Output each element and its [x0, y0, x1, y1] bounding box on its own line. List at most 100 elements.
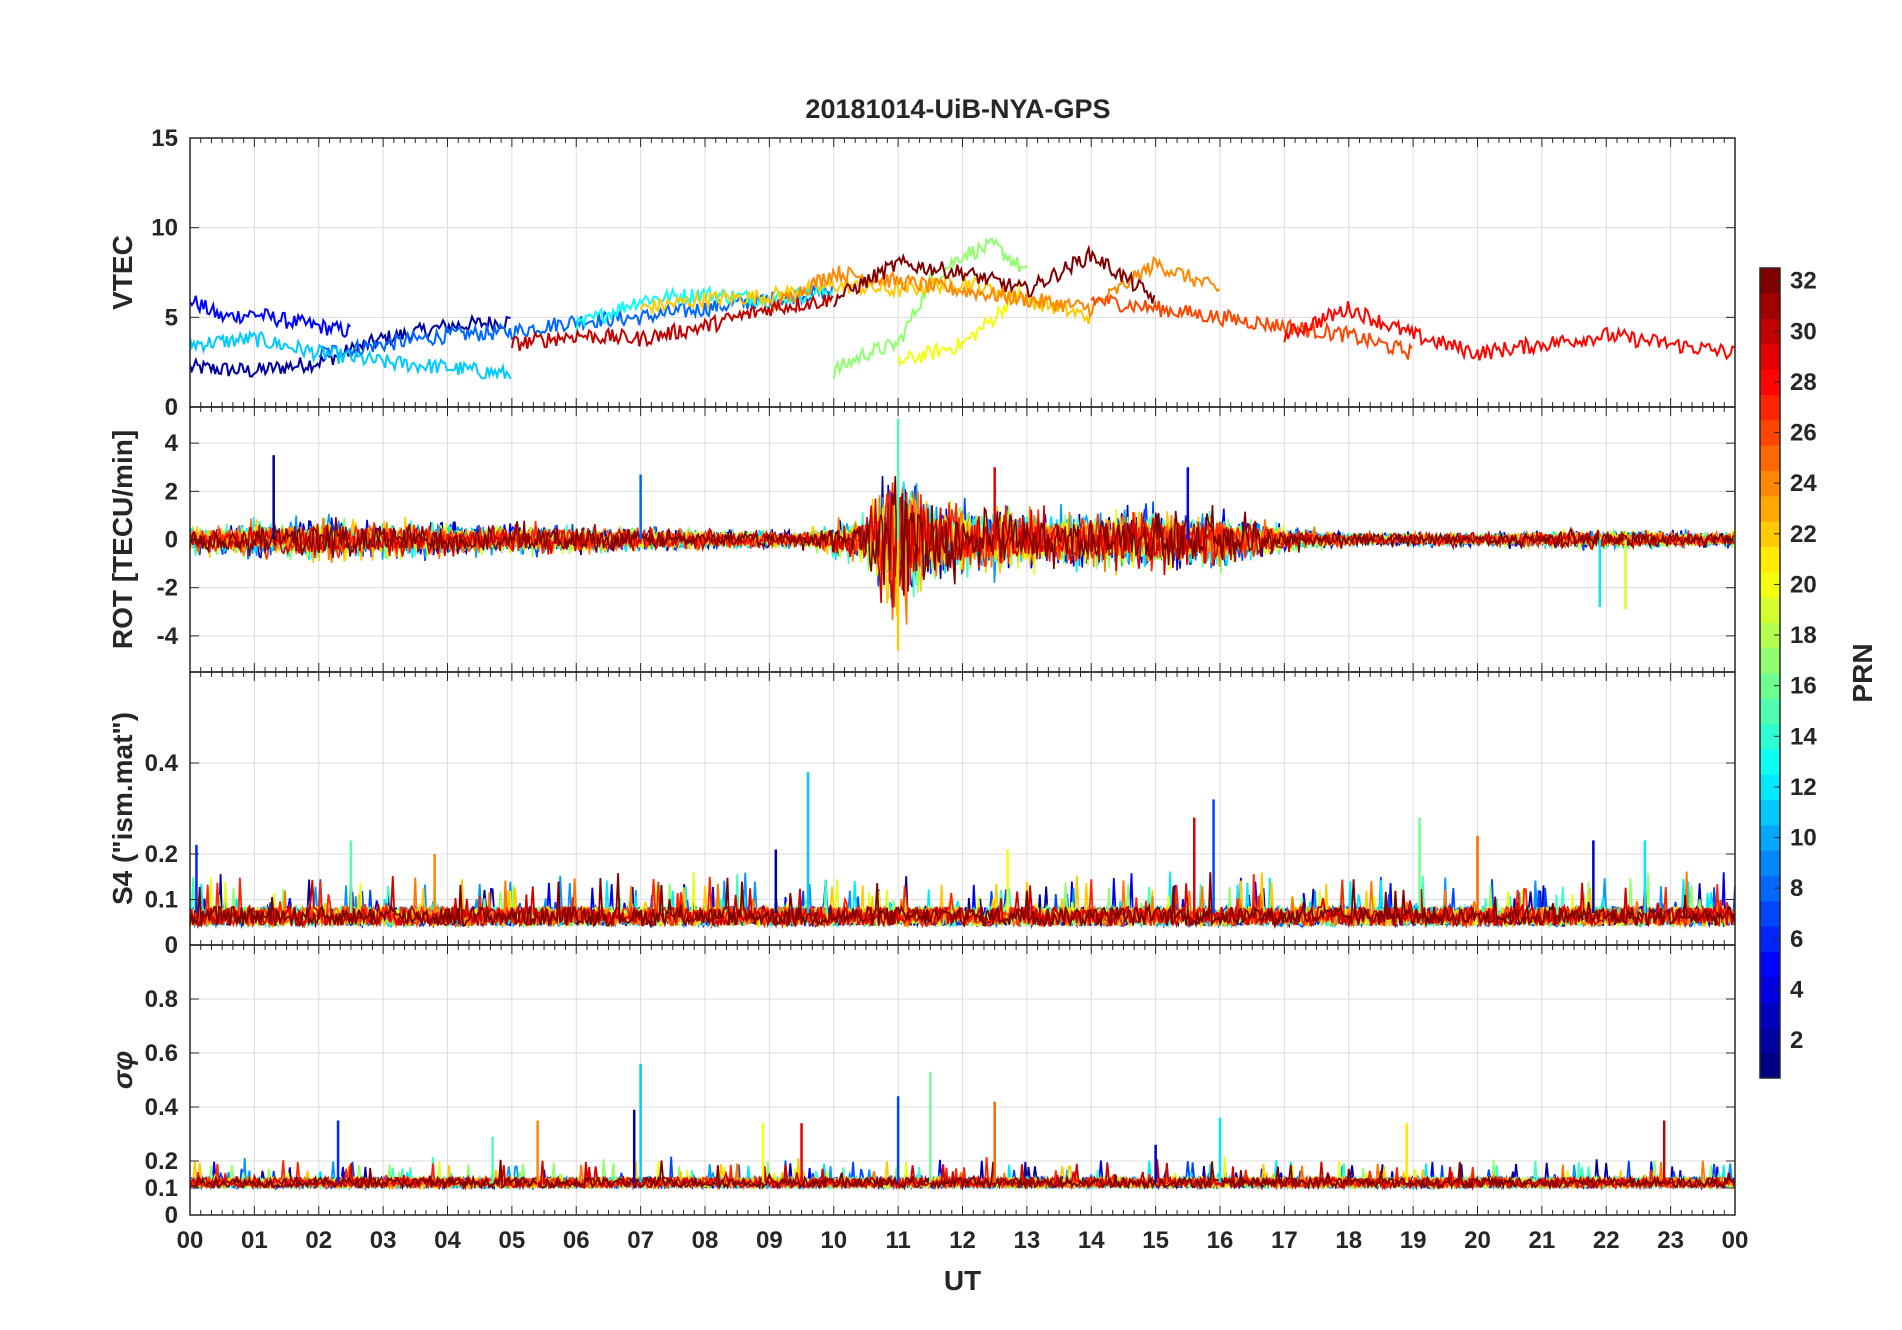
- colorbar-tick-label: 10: [1790, 825, 1817, 852]
- series-line-prn-32: [832, 244, 1156, 308]
- y-tick-label: 4: [165, 430, 179, 457]
- series-line-prn-28: [1283, 301, 1735, 361]
- y-tick-label: 0.1: [145, 1175, 178, 1202]
- panel-s4: 0 0.1 0.2 0.4 S4 ("ism.mat"): [107, 671, 1736, 959]
- colorbar-segment: [1760, 799, 1780, 826]
- plot-area-sigma_phi: [190, 1063, 1735, 1191]
- y-tick-label: -2: [157, 575, 178, 602]
- x-tick-label: 00: [1722, 1227, 1749, 1254]
- plot-area-s4: [190, 772, 1735, 930]
- colorbar-segment: [1760, 976, 1780, 1003]
- colorbar-segment: [1760, 926, 1780, 952]
- colorbar-tick-label: 26: [1790, 420, 1817, 447]
- colorbar-tick-label: 18: [1790, 622, 1817, 649]
- y-tick-label: 0.2: [145, 1148, 178, 1175]
- x-tick-label: 19: [1400, 1227, 1427, 1254]
- colorbar-segment: [1760, 369, 1780, 396]
- colorbar-segment: [1760, 597, 1780, 623]
- y-tick-label: 0.2: [145, 841, 178, 868]
- x-tick-label: 07: [627, 1227, 654, 1254]
- colorbar-segment: [1760, 850, 1780, 876]
- colorbar-segment: [1760, 419, 1780, 446]
- colorbar-segment: [1760, 495, 1780, 522]
- colorbar-segment: [1760, 571, 1780, 598]
- x-tick-label: 06: [563, 1227, 590, 1254]
- panel-sigma_phi: 00.10.2 0.4 0.6 0.8 σφ 00 01 02 03 04 05 06 07 08 09 10…: [107, 944, 1749, 1296]
- x-tick-label: 23: [1657, 1227, 1684, 1254]
- x-tick-label: 22: [1593, 1227, 1620, 1254]
- x-tick-label: 05: [499, 1227, 526, 1254]
- colorbar-segment: [1760, 1027, 1780, 1054]
- x-tick-label: 08: [692, 1227, 719, 1254]
- colorbar-segment: [1760, 622, 1780, 649]
- plot-area-vtec: [190, 237, 1735, 381]
- colorbar-segment: [1760, 394, 1780, 421]
- colorbar-tick-label: 16: [1790, 673, 1817, 700]
- colorbar-tick-label: 32: [1790, 268, 1817, 295]
- x-tick-label: 12: [949, 1227, 976, 1254]
- colorbar-segment: [1760, 343, 1780, 370]
- y-tick-label: 0: [165, 932, 178, 959]
- y-tick-label: 0.4: [145, 750, 179, 777]
- series-line: [190, 1159, 1735, 1191]
- colorbar-segment: [1760, 824, 1780, 851]
- x-tick-label: 16: [1207, 1227, 1234, 1254]
- colorbar-segment: [1760, 698, 1780, 725]
- series-line: [190, 476, 1735, 596]
- y-tick-label: 10: [151, 215, 178, 242]
- colorbar-segment: [1760, 293, 1780, 320]
- colorbar-frame: [1759, 267, 1781, 1079]
- colorbar-tick-label: 22: [1790, 521, 1817, 548]
- x-tick-label: 15: [1142, 1227, 1169, 1254]
- colorbar-segment: [1760, 1052, 1780, 1079]
- colorbar-segment: [1760, 951, 1780, 978]
- series-line-prn-20: [897, 281, 1027, 367]
- y-axis-label: ROT [TECU/min]: [107, 430, 138, 649]
- plot-area-rot: [190, 419, 1735, 651]
- x-tick-label: 13: [1014, 1227, 1041, 1254]
- x-tick-label: 14: [1078, 1227, 1105, 1254]
- colorbar-segment: [1760, 774, 1780, 801]
- series-line-prn-24: [768, 255, 1221, 319]
- x-tick-label: 17: [1271, 1227, 1298, 1254]
- colorbar-segment: [1760, 900, 1780, 927]
- panel-vtec: 0 5 10 15 VTEC: [107, 125, 1736, 421]
- colorbar-segment: [1760, 875, 1780, 902]
- colorbar-segment: [1760, 445, 1780, 471]
- colorbar-segment: [1760, 318, 1780, 345]
- colorbar-tick-label: 24: [1790, 470, 1817, 497]
- series-line-prn-26: [1090, 293, 1413, 360]
- colorbar-segment: [1760, 470, 1780, 497]
- colorbar-tick-label: 12: [1790, 774, 1817, 801]
- colorbar-segment: [1760, 1002, 1780, 1028]
- y-tick-label: 2: [165, 478, 178, 505]
- y-tick-label: 0: [165, 1202, 178, 1229]
- y-tick-label: 0: [165, 527, 178, 554]
- colorbar-segment: [1760, 723, 1780, 750]
- chart-title: 20181014-UiB-NYA-GPS: [805, 94, 1110, 124]
- colorbar-tick-label: 20: [1790, 571, 1817, 598]
- x-tick-label: 10: [820, 1227, 847, 1254]
- colorbar-tick-label: 14: [1790, 723, 1817, 750]
- x-axis-label: UT: [944, 1265, 981, 1296]
- y-tick-label: 0: [165, 394, 178, 421]
- y-tick-label: 0.6: [145, 1040, 178, 1067]
- x-tick-label: 18: [1335, 1227, 1362, 1254]
- colorbar-tick-label: 30: [1790, 318, 1817, 345]
- y-tick-label: 0.1: [145, 887, 178, 914]
- x-tick-label: 02: [305, 1227, 332, 1254]
- y-axis-label: σφ: [107, 1051, 138, 1089]
- colorbar-tick-label: 8: [1790, 875, 1803, 902]
- colorbar-segment: [1760, 748, 1780, 775]
- y-tick-label: 0.4: [145, 1094, 179, 1121]
- colorbar-segment: [1760, 647, 1780, 674]
- panel-rot: -4 -2 0 2 4 ROT [TECU/min]: [107, 406, 1736, 673]
- colorbar-segment: [1760, 521, 1780, 547]
- colorbar-tick-label: 28: [1790, 369, 1817, 396]
- series-line-prn-30: [510, 291, 834, 352]
- colorbar-tick-label: 2: [1790, 1027, 1803, 1054]
- x-tick-label: 00: [177, 1227, 204, 1254]
- y-tick-label: 5: [165, 304, 178, 331]
